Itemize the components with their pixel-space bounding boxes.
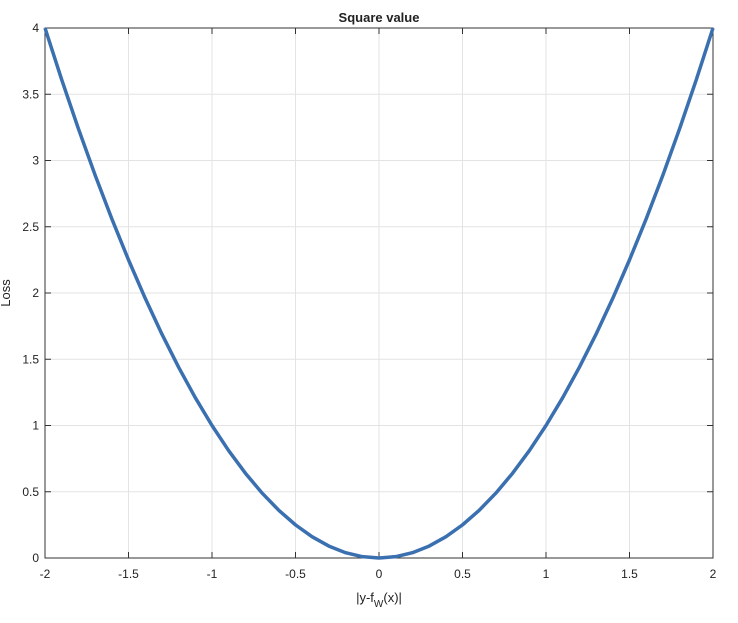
x-axis-label: |y-fW(x)|	[356, 590, 402, 610]
y-tick-label: 2	[32, 286, 39, 300]
y-tick-label: 3	[32, 154, 39, 168]
y-tick-label: 0	[32, 551, 39, 565]
y-axis-label: Loss	[0, 279, 13, 307]
x-tick-label: 0	[376, 567, 383, 581]
y-tick-label: 1	[32, 419, 39, 433]
x-tick-label: -1	[207, 567, 218, 581]
y-tick-label: 1.5	[22, 352, 39, 366]
y-tick-label: 2.5	[22, 220, 39, 234]
x-tick-label: -1.5	[118, 567, 139, 581]
y-tick-label: 0.5	[22, 485, 39, 499]
x-label-part: |y-f	[356, 590, 374, 605]
x-tick-label: 0.5	[454, 567, 471, 581]
x-tick-label: 1.5	[621, 567, 638, 581]
x-tick-label: -0.5	[285, 567, 306, 581]
y-tick-label: 4	[32, 21, 39, 35]
x-tick-label: 1	[543, 567, 550, 581]
line-series	[43, 27, 715, 560]
x-tick-label: 2	[710, 567, 717, 581]
x-tick-label: -2	[40, 567, 51, 581]
x-label-part: (x)|	[383, 590, 402, 605]
x-label-subscript: W	[374, 599, 384, 610]
y-tick-label: 3.5	[22, 87, 39, 101]
chart-title: Square value	[339, 10, 420, 25]
